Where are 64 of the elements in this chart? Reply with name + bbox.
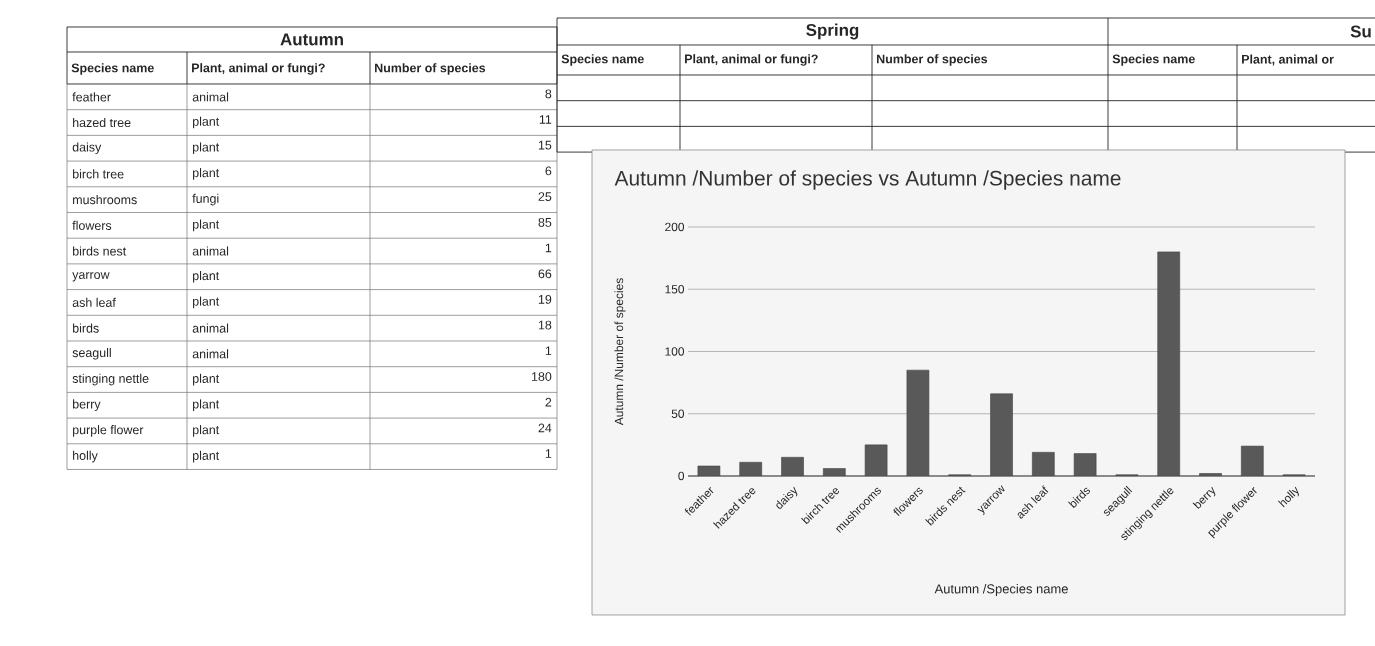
category-label: daisy	[72, 142, 102, 154]
category-label: birch tree	[73, 169, 124, 179]
text: Plant, animal or fungi?	[192, 63, 325, 75]
text: Spring	[806, 23, 859, 40]
text: plant	[193, 270, 220, 283]
category-label: purple flower	[73, 425, 144, 437]
text: 25	[538, 192, 552, 201]
text: 66	[538, 269, 552, 279]
category-label: stinging nettle	[72, 373, 149, 386]
text: plant	[193, 373, 220, 386]
chart-title: Autumn /Number of species vs Autumn /Species name	[614, 170, 1121, 190]
text: plant	[193, 168, 220, 180]
text: 8	[545, 89, 552, 99]
text: 19	[538, 294, 552, 304]
text: Species name	[1112, 54, 1195, 66]
category-label: seagull	[72, 347, 111, 360]
text: Number of species	[375, 63, 486, 75]
text: plant	[193, 450, 220, 463]
category-label: ash leaf	[72, 297, 116, 307]
category-label: feather	[72, 92, 111, 102]
y-tick-label: 200	[665, 222, 685, 232]
category-label: flowers	[72, 220, 112, 230]
text: Autumn	[280, 33, 343, 46]
category-label: holly	[73, 450, 98, 463]
text: plant	[193, 425, 220, 437]
y-tick-label: 100	[665, 347, 685, 356]
text: 1	[545, 243, 552, 253]
text: plant	[193, 142, 220, 154]
text: Plant, animal or fungi?	[685, 54, 818, 66]
category-label: hazed tree	[73, 117, 131, 128]
text: Plant, animal or	[1242, 54, 1334, 66]
text: 180	[531, 372, 552, 381]
text: 6	[545, 166, 552, 176]
x-axis-title: Autumn /Species name	[934, 583, 1068, 597]
category-label: berry	[73, 399, 101, 411]
text: 1	[545, 346, 552, 356]
text: 18	[538, 320, 552, 330]
category-label: yarrow	[72, 272, 110, 282]
text: animal	[192, 349, 229, 359]
text: animal	[192, 246, 229, 256]
text: Su	[1350, 25, 1371, 38]
text: animal	[192, 323, 229, 333]
text: fungi	[192, 193, 219, 206]
text: 2	[545, 397, 552, 407]
text: plant	[193, 116, 220, 129]
text: 85	[538, 217, 552, 227]
y-tick-label: 150	[665, 285, 685, 294]
text: plant	[193, 296, 220, 309]
category-label: mushrooms	[73, 195, 137, 205]
text: animal	[192, 92, 229, 102]
text: plant	[193, 399, 220, 411]
text: plant	[193, 219, 220, 232]
text: 15	[538, 140, 552, 150]
y-tick-label: 50	[671, 409, 685, 418]
text: Species name	[71, 63, 154, 75]
text: Species name	[561, 54, 644, 66]
text: Number of species	[877, 54, 988, 66]
text: 24	[538, 423, 552, 433]
text: 1	[545, 449, 552, 458]
y-tick-label: 0	[678, 471, 685, 481]
y-axis-title: Autumn /Number of species	[614, 278, 626, 426]
category-label: birds	[73, 323, 99, 333]
text: 11	[539, 115, 552, 124]
category-label: birds nest	[73, 246, 127, 256]
